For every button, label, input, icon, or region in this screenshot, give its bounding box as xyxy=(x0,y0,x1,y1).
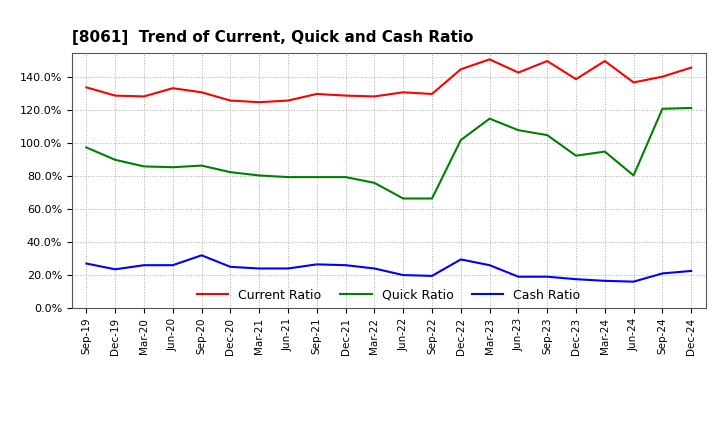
Quick Ratio xyxy=(543,132,552,138)
Current Ratio xyxy=(82,85,91,90)
Cash Ratio xyxy=(168,263,177,268)
Current Ratio xyxy=(111,93,120,98)
Current Ratio xyxy=(629,80,638,85)
Cash Ratio xyxy=(658,271,667,276)
Cash Ratio xyxy=(140,263,148,268)
Quick Ratio xyxy=(140,164,148,169)
Cash Ratio xyxy=(600,278,609,283)
Current Ratio xyxy=(456,66,465,72)
Cash Ratio xyxy=(428,273,436,279)
Quick Ratio xyxy=(226,169,235,175)
Cash Ratio xyxy=(456,257,465,262)
Quick Ratio xyxy=(687,105,696,110)
Cash Ratio xyxy=(111,267,120,272)
Cash Ratio xyxy=(312,262,321,267)
Cash Ratio xyxy=(197,253,206,258)
Current Ratio xyxy=(284,98,292,103)
Cash Ratio xyxy=(543,274,552,279)
Current Ratio xyxy=(572,77,580,82)
Cash Ratio xyxy=(255,266,264,271)
Quick Ratio xyxy=(255,173,264,178)
Cash Ratio xyxy=(687,268,696,274)
Cash Ratio xyxy=(82,261,91,266)
Quick Ratio xyxy=(514,128,523,133)
Cash Ratio xyxy=(284,266,292,271)
Current Ratio xyxy=(687,65,696,70)
Quick Ratio xyxy=(111,157,120,162)
Current Ratio xyxy=(312,92,321,97)
Current Ratio xyxy=(255,99,264,105)
Cash Ratio xyxy=(370,266,379,271)
Current Ratio xyxy=(514,70,523,75)
Line: Quick Ratio: Quick Ratio xyxy=(86,108,691,198)
Cash Ratio xyxy=(485,263,494,268)
Current Ratio xyxy=(399,90,408,95)
Quick Ratio xyxy=(284,175,292,180)
Quick Ratio xyxy=(572,153,580,158)
Quick Ratio xyxy=(456,137,465,143)
Current Ratio xyxy=(197,90,206,95)
Current Ratio xyxy=(543,59,552,64)
Quick Ratio xyxy=(485,116,494,121)
Quick Ratio xyxy=(629,173,638,178)
Current Ratio xyxy=(428,92,436,97)
Cash Ratio xyxy=(514,274,523,279)
Quick Ratio xyxy=(658,106,667,111)
Quick Ratio xyxy=(399,196,408,201)
Current Ratio xyxy=(226,98,235,103)
Legend: Current Ratio, Quick Ratio, Cash Ratio: Current Ratio, Quick Ratio, Cash Ratio xyxy=(192,284,585,307)
Current Ratio xyxy=(600,59,609,64)
Current Ratio xyxy=(370,94,379,99)
Cash Ratio xyxy=(629,279,638,284)
Cash Ratio xyxy=(572,277,580,282)
Quick Ratio xyxy=(197,163,206,168)
Current Ratio xyxy=(168,85,177,91)
Quick Ratio xyxy=(428,196,436,201)
Current Ratio xyxy=(485,57,494,62)
Line: Cash Ratio: Cash Ratio xyxy=(86,255,691,282)
Quick Ratio xyxy=(312,175,321,180)
Quick Ratio xyxy=(370,180,379,186)
Quick Ratio xyxy=(168,165,177,170)
Quick Ratio xyxy=(600,149,609,154)
Quick Ratio xyxy=(341,175,350,180)
Line: Current Ratio: Current Ratio xyxy=(86,59,691,102)
Text: [8061]  Trend of Current, Quick and Cash Ratio: [8061] Trend of Current, Quick and Cash … xyxy=(72,29,473,45)
Current Ratio xyxy=(658,74,667,79)
Cash Ratio xyxy=(399,272,408,278)
Current Ratio xyxy=(140,94,148,99)
Current Ratio xyxy=(341,93,350,98)
Cash Ratio xyxy=(341,263,350,268)
Quick Ratio xyxy=(82,145,91,150)
Cash Ratio xyxy=(226,264,235,269)
